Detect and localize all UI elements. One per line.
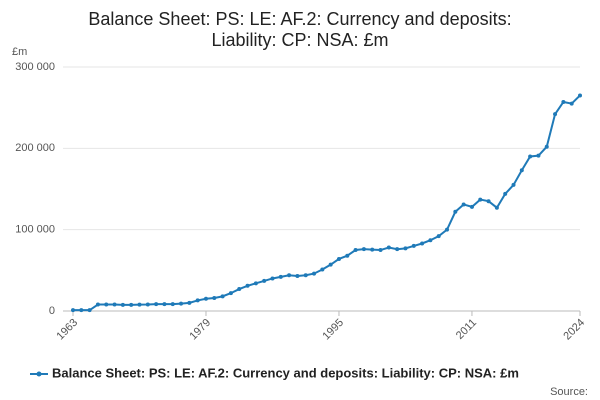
data-point — [511, 182, 516, 187]
chart-title: Balance Sheet: PS: LE: AF.2: Currency an… — [88, 9, 511, 29]
data-point — [378, 248, 383, 252]
data-point — [328, 262, 333, 267]
data-point — [486, 199, 491, 204]
data-point — [237, 287, 242, 292]
data-point — [187, 300, 192, 305]
data-point — [461, 202, 466, 207]
legend-swatch — [36, 371, 42, 377]
data-point — [336, 256, 341, 261]
data-point — [453, 209, 458, 214]
data-point — [79, 308, 84, 313]
y-tick-label: 100 000 — [15, 224, 55, 236]
data-point — [353, 248, 358, 252]
data-point — [112, 302, 117, 307]
data-point — [220, 294, 225, 299]
data-point — [428, 238, 433, 243]
x-tick-label: 1995 — [320, 317, 346, 343]
data-point — [503, 191, 508, 196]
data-point — [71, 308, 75, 313]
data-point — [104, 302, 109, 307]
data-point — [270, 276, 275, 281]
data-point — [245, 283, 250, 288]
data-point — [403, 246, 408, 251]
data-point — [295, 274, 300, 279]
data-point — [445, 227, 450, 232]
y-axis-label: £m — [12, 46, 27, 58]
data-point — [129, 302, 134, 307]
data-point — [553, 112, 558, 117]
data-point — [195, 298, 200, 303]
data-point — [137, 302, 142, 307]
data-point — [287, 273, 292, 278]
data-point — [370, 247, 375, 252]
y-tick-label: 200 000 — [15, 142, 55, 154]
data-point — [544, 144, 549, 149]
data-point — [494, 205, 499, 210]
data-point — [420, 241, 425, 246]
data-point — [87, 308, 92, 313]
data-point — [469, 204, 474, 209]
x-tick-label: 2011 — [454, 317, 479, 342]
data-point — [569, 101, 574, 106]
data-point — [386, 245, 391, 250]
data-point — [262, 278, 267, 283]
data-point — [278, 274, 283, 279]
chart-title: Liability: CP: NSA: £m — [211, 30, 388, 50]
data-point — [203, 296, 208, 301]
data-point — [253, 281, 258, 286]
data-point — [436, 234, 441, 239]
data-point — [228, 291, 233, 296]
data-point — [170, 302, 175, 307]
data-point — [519, 168, 524, 173]
data-point — [411, 243, 416, 248]
y-tick-label: 300 000 — [15, 61, 55, 73]
x-tick-label: 2024 — [561, 317, 587, 343]
legend-label: Balance Sheet: PS: LE: AF.2: Currency an… — [52, 365, 519, 380]
data-point — [320, 267, 325, 272]
y-tick-label: 0 — [49, 305, 55, 317]
data-point — [145, 302, 150, 307]
data-point — [528, 154, 533, 159]
data-point — [312, 271, 317, 276]
data-point — [345, 253, 350, 258]
data-point — [154, 302, 159, 307]
data-point — [361, 247, 366, 252]
series-line — [73, 94, 581, 312]
data-point — [303, 273, 308, 278]
data-point — [120, 302, 125, 307]
data-point — [179, 301, 184, 306]
data-point — [478, 197, 483, 202]
x-tick-label: 1963 — [54, 317, 80, 343]
data-point — [162, 302, 167, 307]
data-point — [561, 99, 566, 104]
data-point — [395, 247, 400, 252]
x-tick-label: 1979 — [187, 317, 213, 343]
data-point — [95, 302, 100, 307]
data-point — [578, 93, 582, 98]
source: Source: — [550, 386, 588, 398]
data-point — [212, 295, 217, 300]
data-point — [536, 153, 541, 158]
